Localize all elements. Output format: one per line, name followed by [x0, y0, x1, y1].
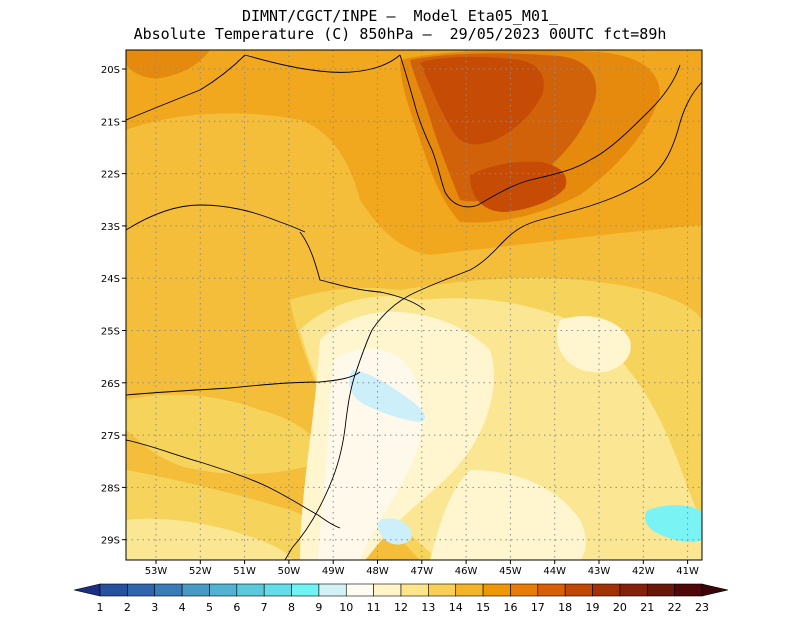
colorbar-swatch	[455, 583, 484, 597]
latitude-tick-label: 22S	[101, 170, 120, 181]
colorbar-label: 3	[151, 601, 158, 614]
colorbar-label: 13	[421, 601, 435, 614]
colorbar-labels: 1 2 3 4 5 6 7 8 9 10 11 12 13 14 15 16 17 18 19 20 21 22 23	[97, 601, 710, 614]
chart-title-line-2: Absolute Temperature (C) 850hPa – 29/05/…	[133, 25, 667, 43]
state-border-sp-pr	[299, 231, 426, 311]
colorbar-label: 19	[586, 601, 600, 614]
longitude-tick-label: 48W	[366, 566, 389, 577]
longitude-tick-label: 52W	[189, 566, 212, 577]
colorbar-label: 20	[613, 601, 627, 614]
colorbar-high-arrow	[701, 583, 729, 597]
temp-band-12	[556, 316, 631, 373]
colorbar-label: 23	[695, 601, 709, 614]
temp-band-15	[126, 113, 702, 330]
colorbar-swatch	[400, 583, 429, 597]
colorbar-label: 12	[394, 601, 408, 614]
coastline	[284, 81, 703, 561]
colorbar-swatch	[592, 583, 621, 597]
colorbar-swatch	[318, 583, 347, 597]
longitude-tick-label: 47W	[410, 566, 433, 577]
colorbar-label: 10	[339, 601, 353, 614]
temp-band-19	[470, 161, 567, 212]
colorbar-label: 4	[179, 601, 186, 614]
longitude-tick-label: 50W	[278, 566, 301, 577]
longitude-tick-label: 53W	[145, 566, 168, 577]
temp-band-17	[126, 50, 210, 79]
colorbar-label: 17	[531, 601, 545, 614]
latitude-tick-label: 20S	[101, 65, 120, 76]
colorbar-label: 9	[315, 601, 322, 614]
latitude-tick-label: 21S	[101, 117, 120, 128]
colorbar-swatch	[619, 583, 648, 597]
longitude-tick-label: 49W	[322, 566, 345, 577]
colorbar-swatch	[482, 583, 511, 597]
colorbar-label: 7	[261, 601, 268, 614]
colorbar-label: 16	[503, 601, 517, 614]
colorbar-label: 6	[233, 601, 240, 614]
colorbar-swatch	[263, 583, 292, 597]
longitude-tick-label: 45W	[499, 566, 522, 577]
colorbar-low-arrow	[73, 583, 101, 597]
colorbar-swatch	[345, 583, 374, 597]
colorbar-swatch	[428, 583, 457, 597]
colorbar-swatch	[373, 583, 402, 597]
colorbar-label: 21	[640, 601, 654, 614]
longitude-tick-label: 43W	[588, 566, 611, 577]
colorbar-swatch	[674, 583, 703, 597]
colorbar-label: 1	[97, 601, 104, 614]
longitude-axis: 53W 52W 51W 50W 49W 48W 47W 46W 45W 44W 43W 42W 41W	[145, 560, 699, 577]
latitude-tick-label: 25S	[101, 327, 120, 338]
colorbar-label: 15	[476, 601, 490, 614]
colorbar-swatch	[646, 583, 675, 597]
colorbar-swatch	[99, 583, 128, 597]
state-border-rj-es	[589, 64, 681, 161]
colorbar-swatch	[510, 583, 539, 597]
colorbar-label: 5	[206, 601, 213, 614]
colorbar-swatch	[291, 583, 320, 597]
colorbar-label: 14	[449, 601, 463, 614]
state-border-go-mg	[244, 54, 401, 73]
colorbar-swatch	[181, 583, 210, 597]
latitude-tick-label: 27S	[101, 431, 120, 442]
plot-frame	[125, 49, 703, 561]
temperature-field	[126, 50, 702, 560]
colorbar-swatch	[564, 583, 593, 597]
colorbar-label: 22	[668, 601, 682, 614]
temp-band-9	[644, 505, 702, 543]
state-border-ms-mg	[125, 54, 246, 121]
boundaries	[125, 54, 703, 561]
state-border-pr-sc	[125, 371, 361, 396]
colorbar-swatch	[127, 583, 156, 597]
temp-band-12	[430, 470, 586, 560]
longitude-tick-label: 44W	[543, 566, 566, 577]
longitude-tick-label: 41W	[676, 566, 699, 577]
colorbar-swatch	[236, 583, 265, 597]
temp-band-14	[126, 394, 330, 475]
colorbar-label: 11	[367, 601, 381, 614]
latitude-tick-label: 26S	[101, 379, 120, 390]
latitude-tick-label: 28S	[101, 483, 120, 494]
colorbar-label: 18	[558, 601, 572, 614]
longitude-tick-label: 46W	[455, 566, 478, 577]
temp-band-10	[377, 518, 412, 545]
latitude-axis: 20S 21S 22S 23S 24S 25S 26S 27S 28S 29S	[101, 65, 126, 547]
temp-band-19	[420, 56, 544, 145]
longitude-tick-label: 51W	[233, 566, 256, 577]
latitude-tick-label: 24S	[101, 274, 120, 285]
chart-title-line-1: DIMNT/CGCT/INPE – Model Eta05_M01_	[241, 7, 559, 25]
colorbar-swatch	[154, 583, 183, 597]
state-border-mg-sp	[399, 54, 591, 208]
colorbar	[73, 583, 729, 597]
colorbar-swatch	[209, 583, 238, 597]
latitude-tick-label: 29S	[101, 536, 120, 547]
latitude-tick-label: 23S	[101, 222, 120, 233]
colorbar-label: 8	[288, 601, 295, 614]
graticule	[126, 50, 702, 560]
colorbar-label: 2	[124, 601, 131, 614]
colorbar-swatch	[537, 583, 566, 597]
state-border-ms-sp	[125, 204, 306, 233]
longitude-tick-label: 42W	[632, 566, 655, 577]
state-border-sc-rs	[125, 439, 341, 529]
